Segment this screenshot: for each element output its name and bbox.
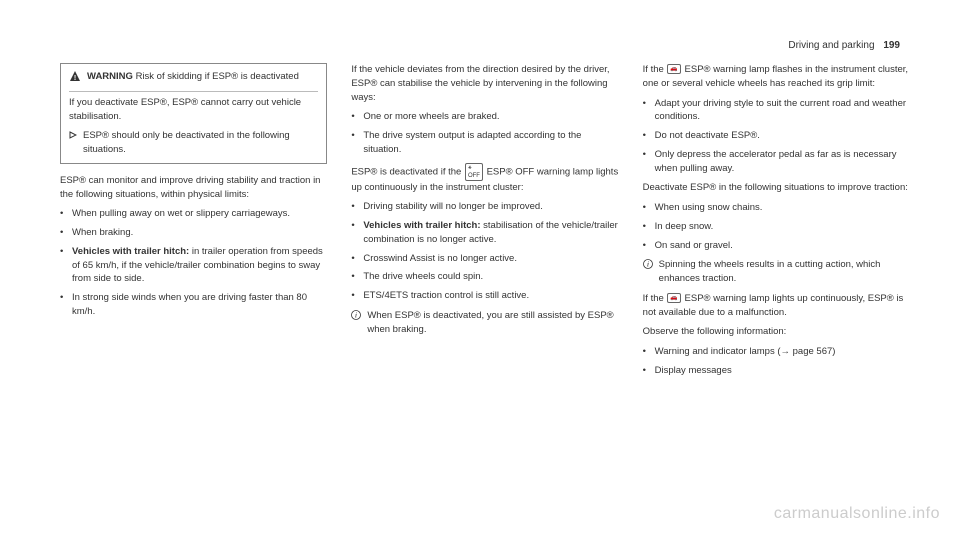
page-number: 199	[883, 40, 900, 51]
list-item: One or more wheels are braked.	[351, 110, 618, 124]
column-3: If the 🚗 ESP® warning lamp flashes in th…	[643, 63, 910, 384]
col2-para1: If the vehicle deviates from the directi…	[351, 63, 618, 104]
info-icon: i	[351, 310, 361, 325]
list-item: Only depress the accelerator pedal as fa…	[643, 148, 910, 176]
section-title: Driving and parking	[788, 40, 874, 51]
list-item: Vehicles with trailer hitch: stabilisati…	[351, 219, 618, 247]
list-item: Display messages	[643, 364, 910, 378]
p3b: ESP® warning lamp lights up continuously…	[643, 293, 904, 318]
list-item: When using snow chains.	[643, 201, 910, 215]
warning-action-row: ESP® should only be deactivated in the f…	[69, 129, 318, 157]
warning-box: ! WARNING Risk of skidding if ESP® is de…	[60, 63, 327, 164]
list-item: On sand or gravel.	[643, 239, 910, 253]
column-2: If the vehicle deviates from the directi…	[351, 63, 618, 384]
esp-car-icon: 🚗	[667, 64, 680, 74]
list-item: Driving stability will no longer be impr…	[351, 200, 618, 214]
warning-label: WARNING	[87, 71, 133, 82]
info-icon: i	[643, 259, 653, 274]
col3-list2: When using snow chains. In deep snow. On…	[643, 201, 910, 252]
warning-header: ! WARNING Risk of skidding if ESP® is de…	[69, 70, 318, 87]
action-arrow-icon	[69, 130, 77, 144]
list-item: The drive wheels could spin.	[351, 270, 618, 284]
list-item: Vehicles with trailer hitch: in trailer …	[60, 245, 327, 286]
list-item: In deep snow.	[643, 220, 910, 234]
list-bold: Vehicles with trailer hitch:	[72, 246, 189, 257]
svg-text:i: i	[647, 261, 649, 269]
col3-para3: If the 🚗 ESP® warning lamp lights up con…	[643, 292, 910, 320]
esp-off-icon: ⚹OFF	[465, 163, 483, 181]
p2a: ESP® is deactivated if the	[351, 166, 464, 177]
watermark: carmanualsonline.info	[774, 505, 940, 523]
p3a: If the	[643, 293, 667, 304]
column-1: ! WARNING Risk of skidding if ESP® is de…	[60, 63, 327, 384]
warning-separator	[69, 91, 318, 92]
warning-body: If you deactivate ESP®, ESP® cannot carr…	[69, 96, 318, 124]
list-item: When pulling away on wet or slippery car…	[60, 207, 327, 221]
list-item: Crosswind Assist is no longer active.	[351, 252, 618, 266]
col3-list1: Adapt your driving style to suit the cur…	[643, 97, 910, 176]
content-columns: ! WARNING Risk of skidding if ESP® is de…	[60, 63, 910, 384]
warning-title: Risk of skidding if ESP® is deactivated	[136, 71, 299, 82]
list-item: Do not deactivate ESP®.	[643, 129, 910, 143]
esp-car-icon: 🚗	[667, 293, 680, 303]
info-text: When ESP® is deactivated, you are still …	[367, 309, 618, 337]
list-item: When braking.	[60, 226, 327, 240]
col1-list1: When pulling away on wet or slippery car…	[60, 207, 327, 318]
info-note: i When ESP® is deactivated, you are stil…	[351, 309, 618, 337]
col3-para2: Deactivate ESP® in the following situati…	[643, 181, 910, 195]
col3-list3: Warning and indicator lamps (→ page 567)…	[643, 345, 910, 378]
svg-text:i: i	[355, 311, 357, 319]
p1b: ESP® warning lamp flashes in the instrum…	[643, 64, 908, 89]
list-item: Adapt your driving style to suit the cur…	[643, 97, 910, 125]
info-note: i Spinning the wheels results in a cutti…	[643, 258, 910, 286]
col1-para1: ESP® can monitor and improve driving sta…	[60, 174, 327, 202]
list-bold: Vehicles with trailer hitch:	[363, 220, 480, 231]
col2-list1: One or more wheels are braked. The drive…	[351, 110, 618, 156]
info-text: Spinning the wheels results in a cutting…	[659, 258, 910, 286]
list-item: Warning and indicator lamps (→ page 567)	[643, 345, 910, 359]
p1a: If the	[643, 64, 667, 75]
col3-para4: Observe the following information:	[643, 325, 910, 339]
col2-list2: Driving stability will no longer be impr…	[351, 200, 618, 303]
svg-text:!: !	[74, 75, 76, 82]
col2-para2: ESP® is deactivated if the ⚹OFF ESP® OFF…	[351, 163, 618, 195]
page-container: Driving and parking 199 ! WARNING Risk o…	[0, 0, 960, 533]
warning-title-text: WARNING Risk of skidding if ESP® is deac…	[87, 70, 299, 84]
list-item: ETS/4ETS traction control is still activ…	[351, 289, 618, 303]
list-item: The drive system output is adapted accor…	[351, 129, 618, 157]
page-header: Driving and parking 199	[60, 40, 910, 51]
list-item: In strong side winds when you are drivin…	[60, 291, 327, 319]
warning-action-text: ESP® should only be deactivated in the f…	[83, 129, 318, 157]
col3-para1: If the 🚗 ESP® warning lamp flashes in th…	[643, 63, 910, 91]
warning-triangle-icon: !	[69, 70, 81, 87]
